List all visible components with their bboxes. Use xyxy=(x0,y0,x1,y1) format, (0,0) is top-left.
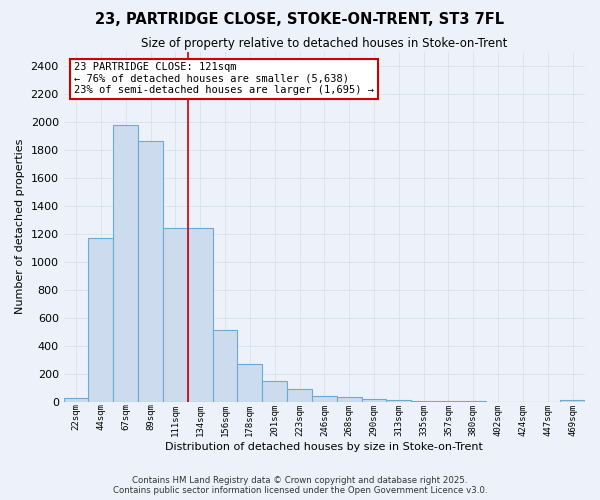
Bar xyxy=(287,390,312,402)
Text: 23, PARTRIDGE CLOSE, STOKE-ON-TRENT, ST3 7FL: 23, PARTRIDGE CLOSE, STOKE-ON-TRENT, ST3… xyxy=(95,12,505,28)
X-axis label: Distribution of detached houses by size in Stoke-on-Trent: Distribution of detached houses by size … xyxy=(166,442,483,452)
Bar xyxy=(88,238,113,402)
Bar xyxy=(337,396,362,402)
Bar xyxy=(238,364,262,402)
Bar xyxy=(64,398,88,402)
Bar xyxy=(436,401,461,402)
Bar xyxy=(362,399,386,402)
Text: 23 PARTRIDGE CLOSE: 121sqm
← 76% of detached houses are smaller (5,638)
23% of s: 23 PARTRIDGE CLOSE: 121sqm ← 76% of deta… xyxy=(74,62,374,96)
Bar xyxy=(138,142,163,402)
Bar xyxy=(163,228,188,402)
Bar xyxy=(560,400,585,402)
Bar xyxy=(113,124,138,402)
Y-axis label: Number of detached properties: Number of detached properties xyxy=(15,139,25,314)
Text: Contains HM Land Registry data © Crown copyright and database right 2025.
Contai: Contains HM Land Registry data © Crown c… xyxy=(113,476,487,495)
Bar xyxy=(386,400,411,402)
Title: Size of property relative to detached houses in Stoke-on-Trent: Size of property relative to detached ho… xyxy=(141,38,508,51)
Bar xyxy=(312,396,337,402)
Bar xyxy=(188,228,212,402)
Bar xyxy=(262,381,287,402)
Bar xyxy=(411,401,436,402)
Bar xyxy=(212,330,238,402)
